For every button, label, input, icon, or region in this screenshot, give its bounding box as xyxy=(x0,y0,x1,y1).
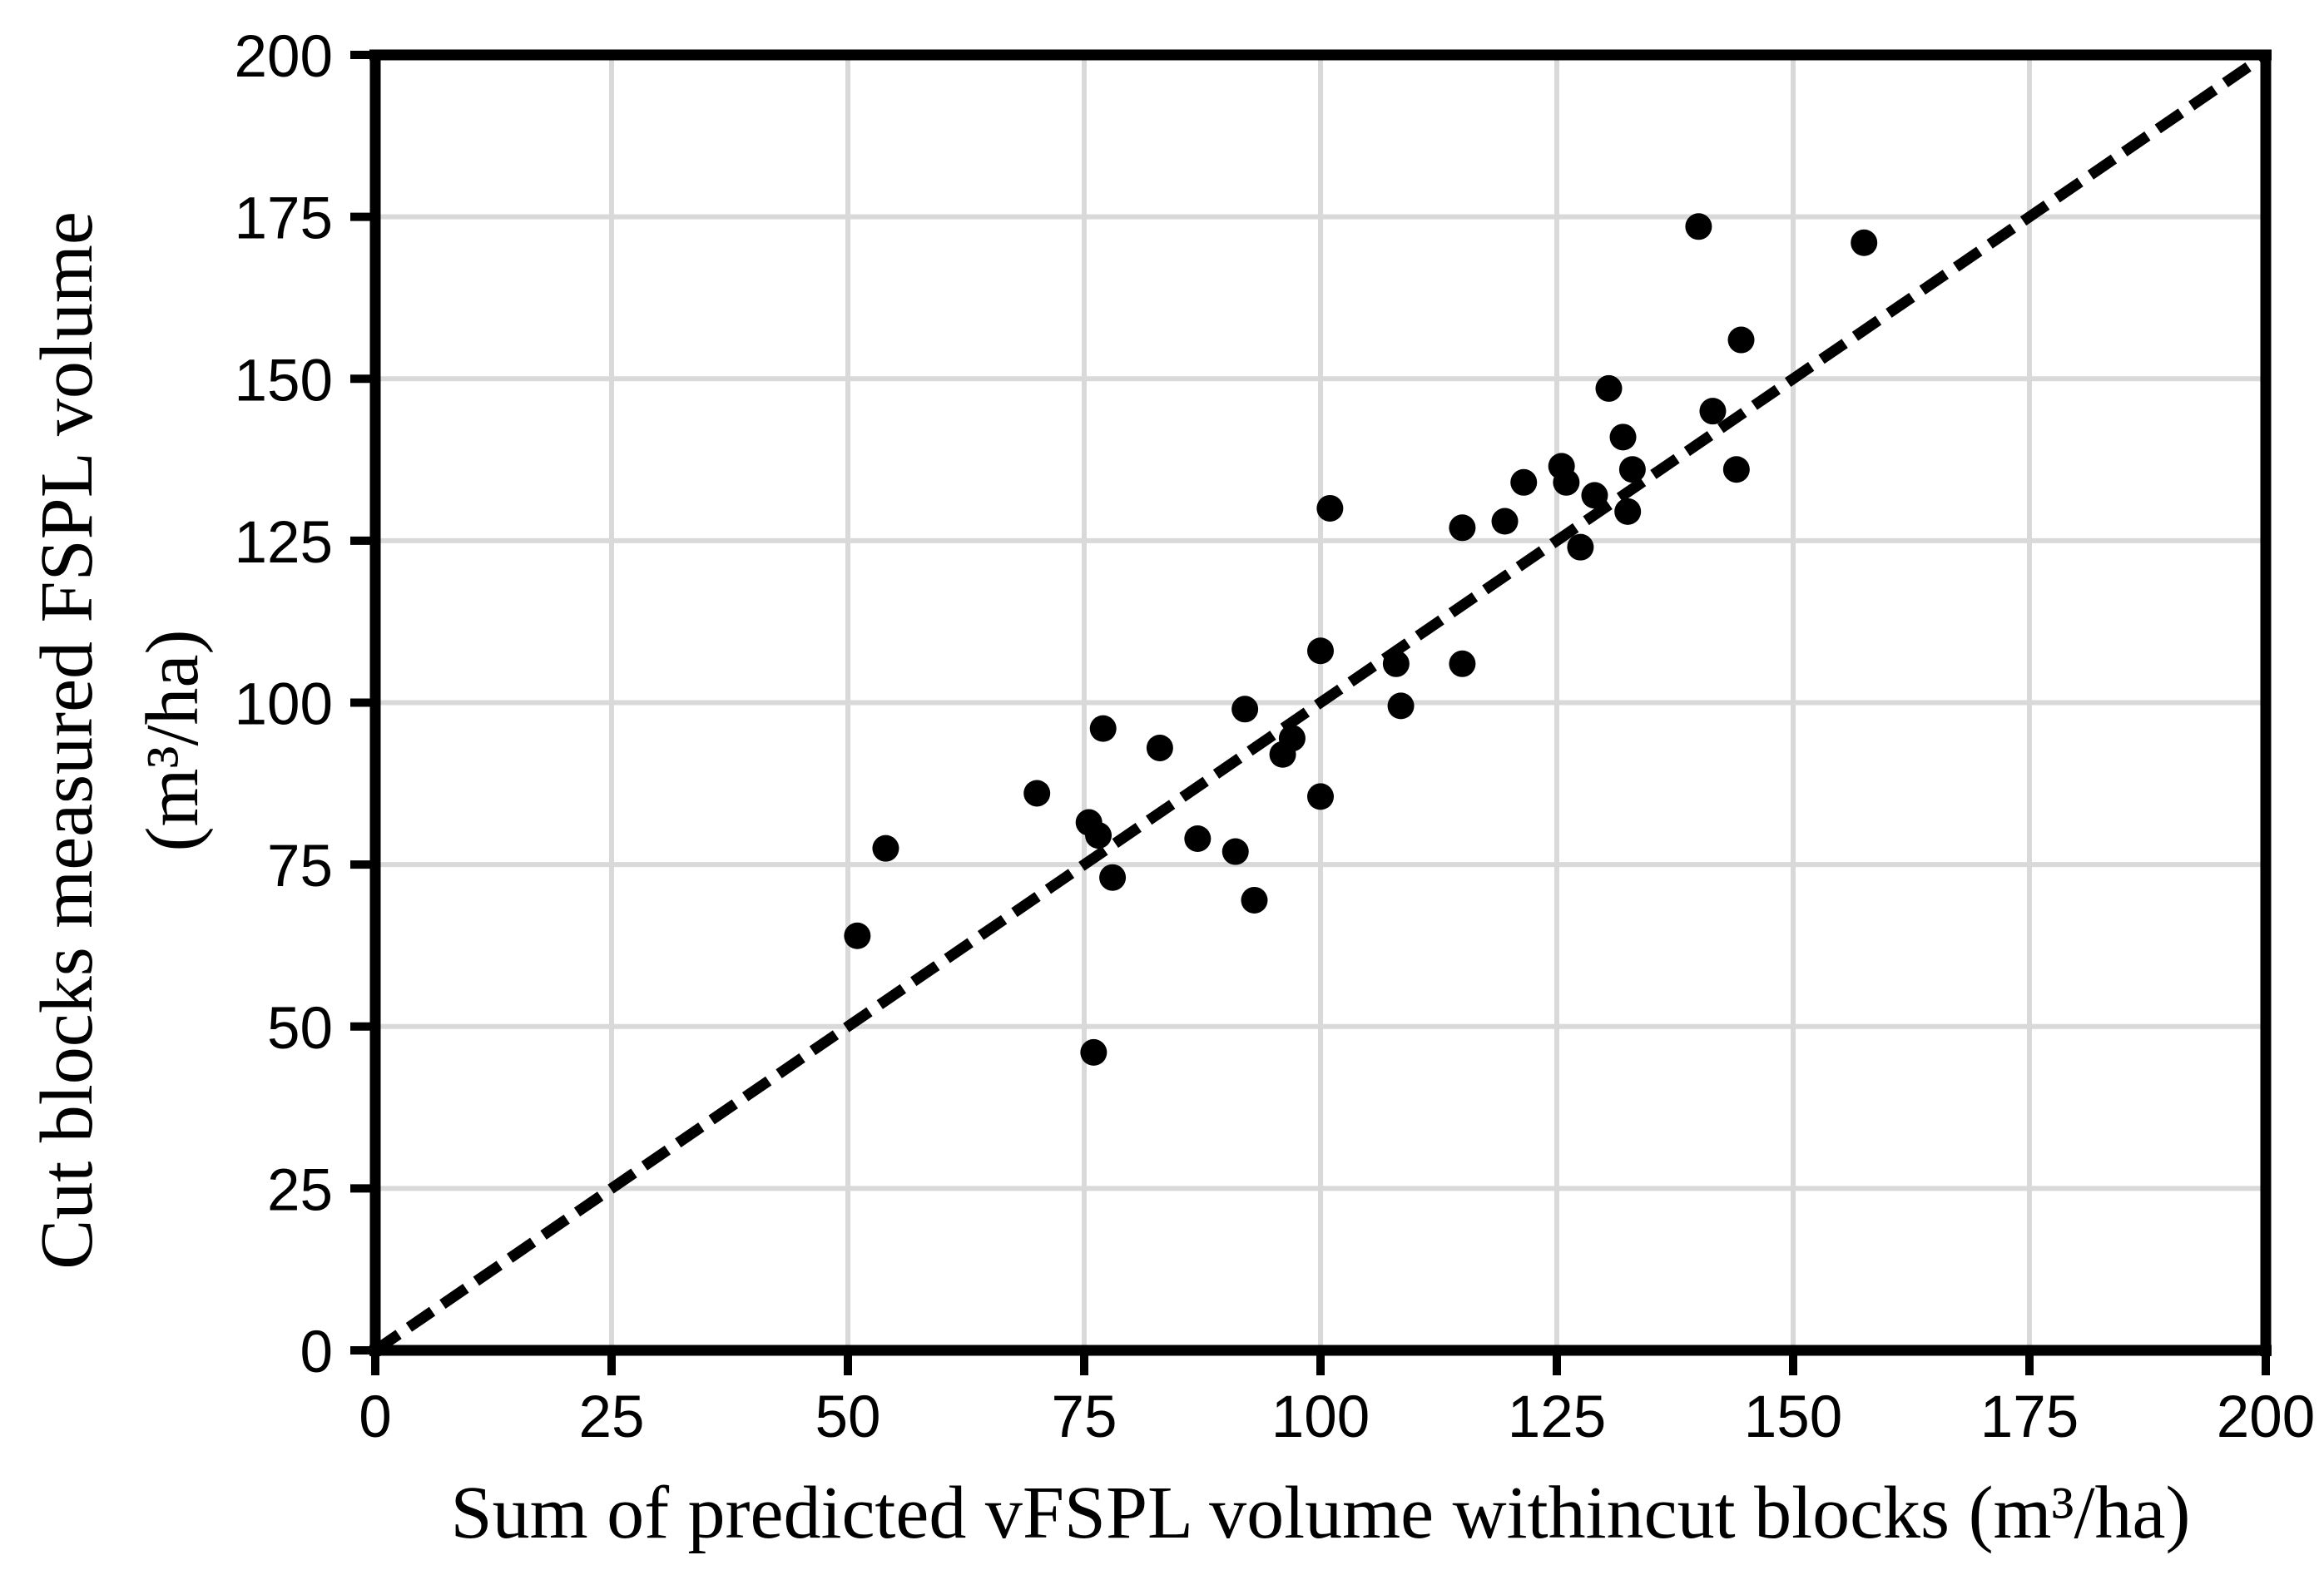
data-point xyxy=(1221,838,1249,865)
reference-line xyxy=(372,50,2269,1355)
data-point xyxy=(1609,423,1637,451)
x-tick-labels: 0 25 50 75 100 125 150 175 200 xyxy=(359,1384,2315,1450)
data-point xyxy=(1089,715,1117,742)
x-tick-label: 125 xyxy=(1508,1384,1606,1450)
data-point xyxy=(1278,725,1306,752)
y-axis-title-line2: (m³/ha) xyxy=(131,630,214,852)
data-point xyxy=(1307,783,1334,810)
data-point xyxy=(1699,398,1727,425)
y-tick-label: 50 xyxy=(267,996,333,1062)
data-point xyxy=(1241,886,1268,914)
gridlines xyxy=(375,55,2266,1350)
y-tick-label: 125 xyxy=(235,510,333,576)
data-point xyxy=(1449,650,1476,677)
data-point xyxy=(1387,692,1415,720)
y-tick-label: 200 xyxy=(235,24,333,90)
data-point xyxy=(1316,494,1344,522)
x-tick-label: 150 xyxy=(1744,1384,1842,1450)
data-point xyxy=(1567,533,1594,561)
data-point xyxy=(1099,864,1127,891)
x-tick-label: 0 xyxy=(359,1384,392,1450)
data-point xyxy=(872,835,899,862)
y-tick-label: 75 xyxy=(267,834,333,899)
tick-marks xyxy=(350,51,2270,1375)
x-tick-label: 50 xyxy=(815,1384,881,1450)
data-point xyxy=(1449,514,1476,542)
data-point xyxy=(1023,780,1051,807)
x-tick-label: 175 xyxy=(1980,1384,2079,1450)
data-point xyxy=(1510,468,1538,496)
data-point xyxy=(1382,650,1410,677)
y-tick-label: 150 xyxy=(235,348,333,414)
y-tick-label: 25 xyxy=(267,1157,333,1223)
y-axis-title-line1: Cut blocks measured FSPL volume xyxy=(26,211,108,1270)
y-tick-labels: 0 25 50 75 100 125 150 175 200 xyxy=(235,24,333,1385)
y-tick-label: 100 xyxy=(235,672,333,738)
x-tick-label: 25 xyxy=(579,1384,645,1450)
data-point xyxy=(1085,822,1112,849)
x-tick-label: 75 xyxy=(1052,1384,1117,1450)
data-point xyxy=(1491,508,1519,535)
data-point xyxy=(1307,637,1334,665)
data-point xyxy=(1553,468,1580,496)
data-point xyxy=(1851,229,1878,256)
x-tick-label: 100 xyxy=(1271,1384,1370,1450)
data-point xyxy=(1727,326,1755,354)
data-point xyxy=(1080,1038,1107,1066)
x-tick-label: 200 xyxy=(2217,1384,2315,1450)
data-points xyxy=(844,213,1878,1066)
data-point xyxy=(1618,456,1646,483)
data-point xyxy=(1614,498,1642,525)
y-tick-label: 0 xyxy=(300,1320,334,1385)
data-point xyxy=(844,922,871,949)
x-axis-title: Sum of predicted vFSPL volume withincut … xyxy=(451,1472,2191,1554)
y-tick-label: 175 xyxy=(235,186,333,252)
data-point xyxy=(1722,456,1750,483)
data-point xyxy=(1581,482,1608,509)
data-point xyxy=(1184,825,1212,852)
data-point xyxy=(1685,213,1712,240)
data-point xyxy=(1231,696,1259,723)
data-point xyxy=(1146,734,1173,761)
identity-line xyxy=(372,50,2269,1355)
data-point xyxy=(1595,374,1623,402)
